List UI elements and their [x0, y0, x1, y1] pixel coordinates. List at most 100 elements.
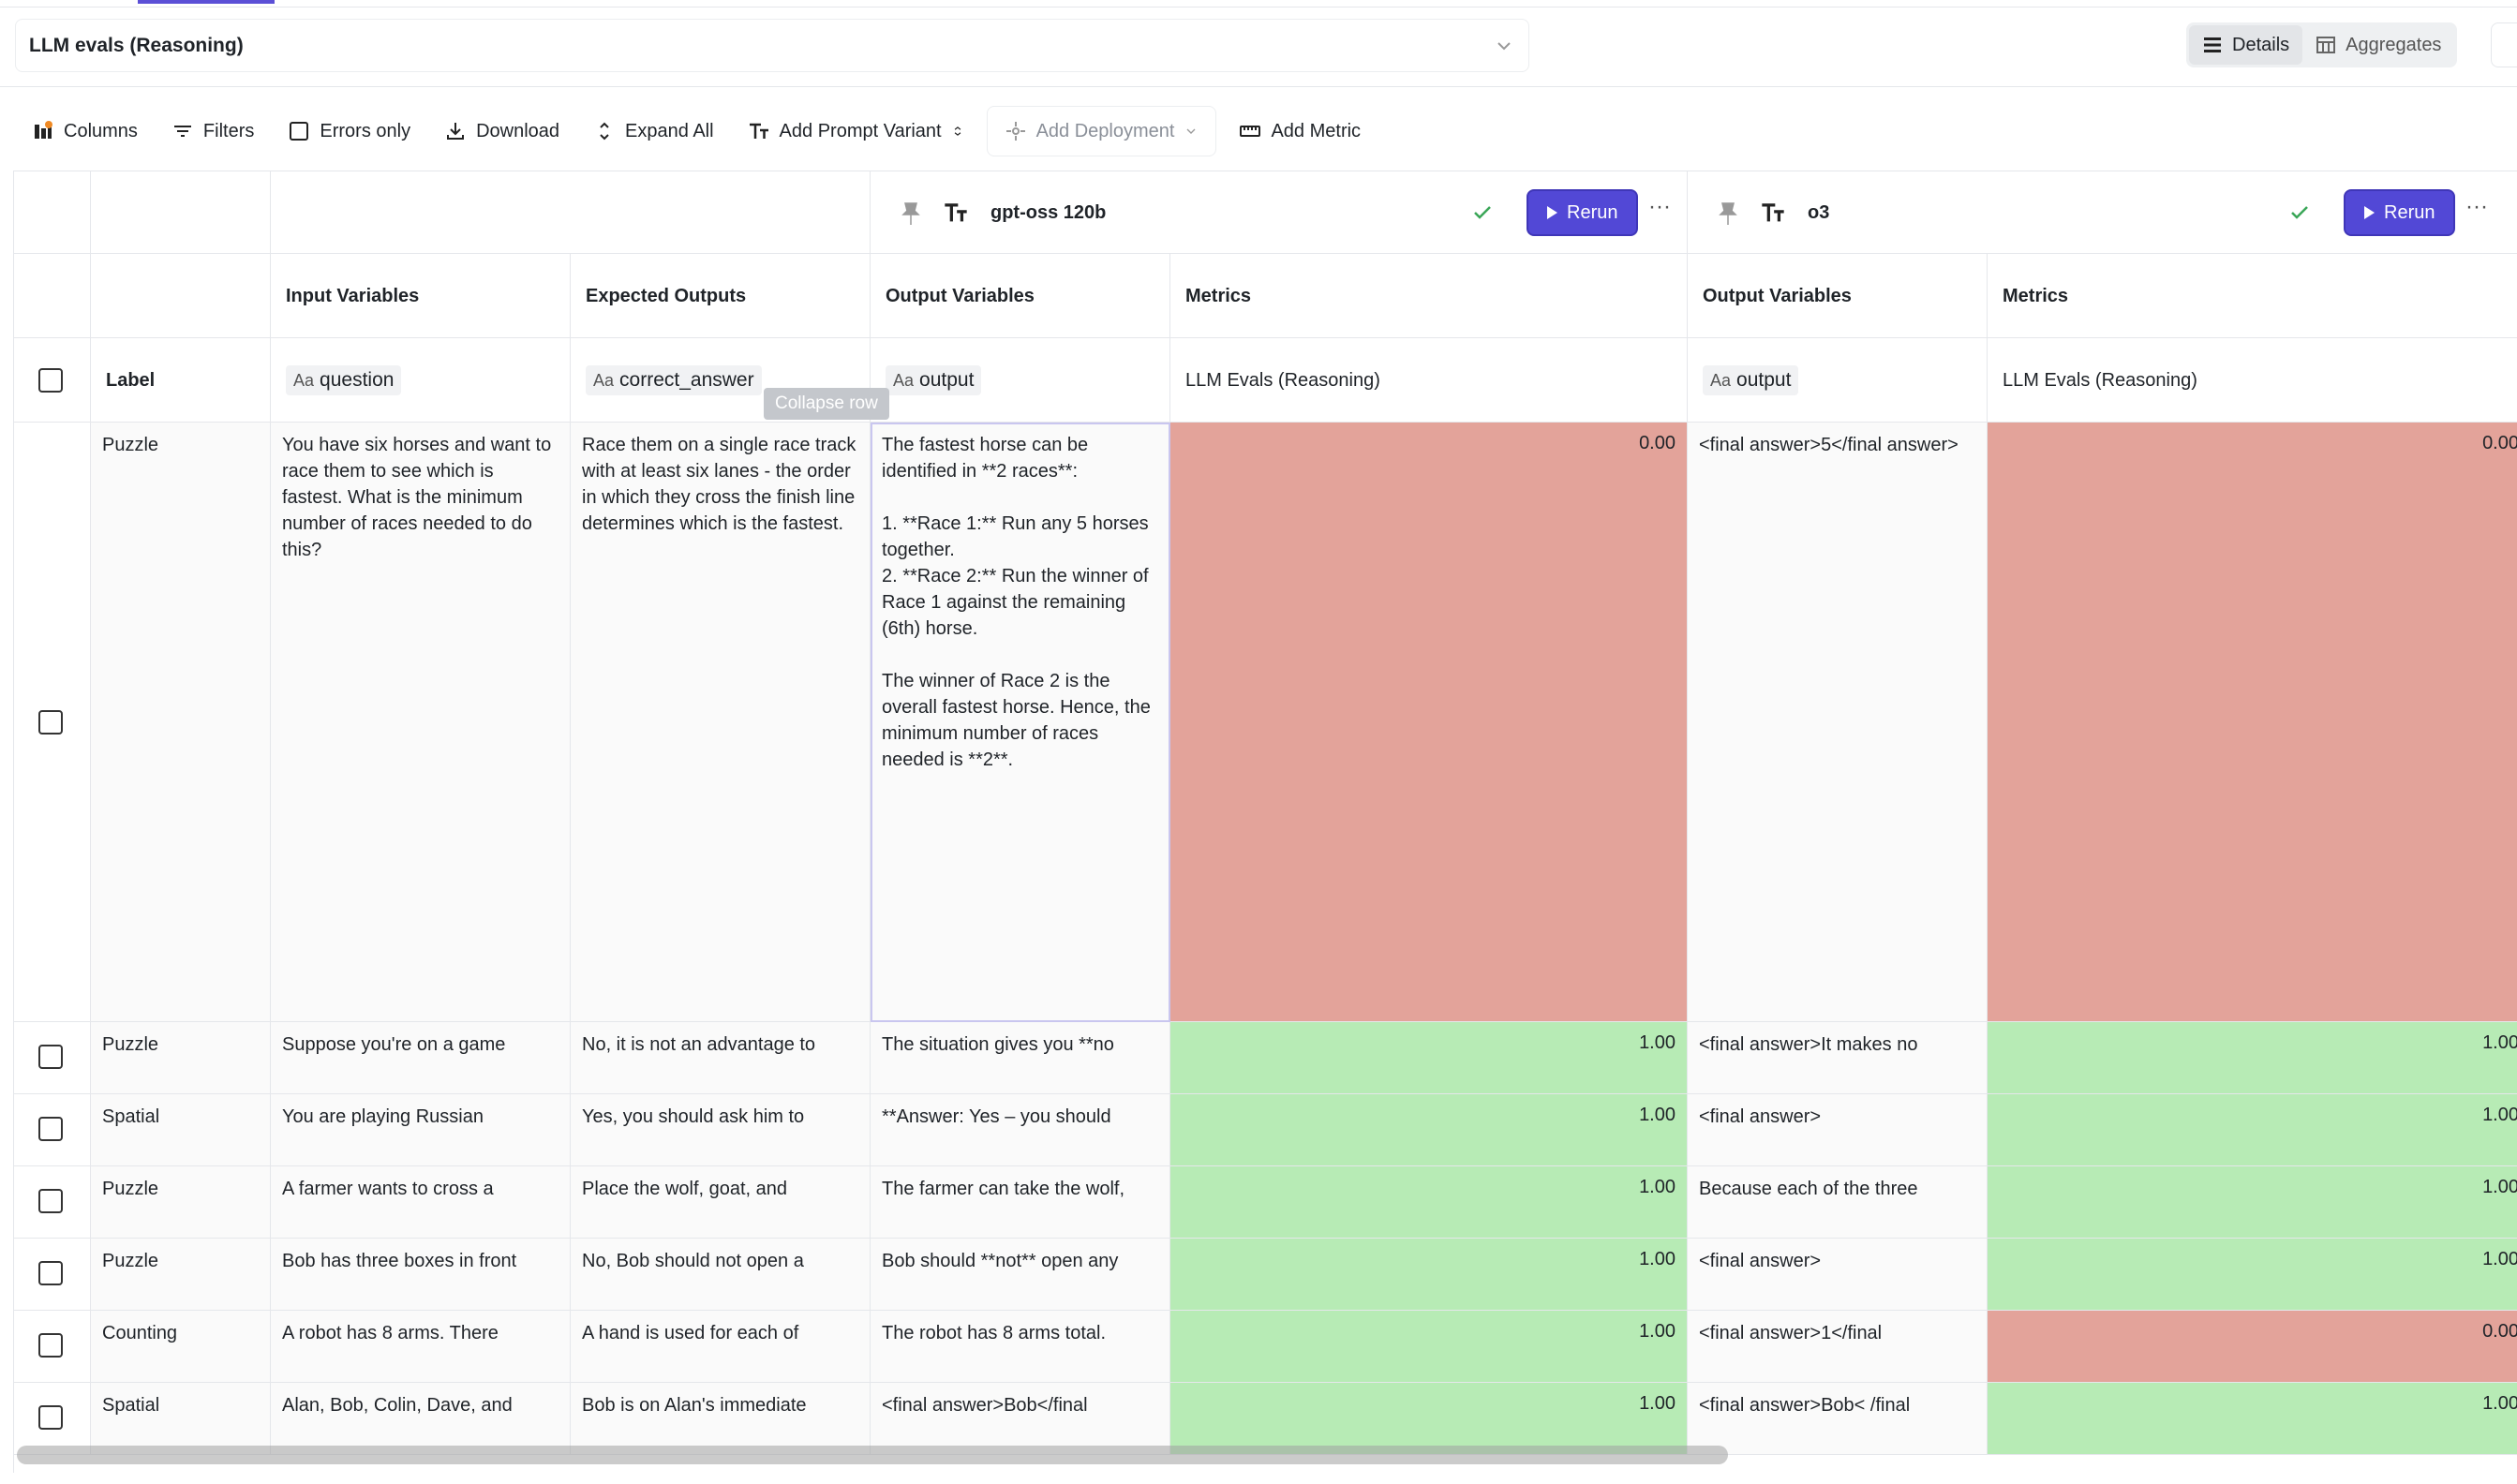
more-icon[interactable]: ···: [2465, 194, 2488, 219]
columns-button[interactable]: Columns: [15, 106, 155, 156]
question-variable-chip: Aa question: [286, 364, 402, 395]
rerun-button[interactable]: Rerun: [2344, 189, 2456, 236]
metric-score-cell: 1.00: [1170, 1311, 1688, 1383]
top-tab-strip: [0, 0, 2517, 7]
row-checkbox[interactable]: [38, 1189, 63, 1213]
expected-output-cell[interactable]: Race them on a single race track with at…: [571, 423, 871, 1022]
pin-icon[interactable]: [1718, 201, 1738, 226]
horizontal-scrollbar[interactable]: [17, 1446, 1728, 1464]
text-size-icon: [749, 123, 768, 139]
collapse-row-tooltip: Collapse row: [764, 388, 889, 420]
output-cell[interactable]: **Answer: Yes – you should: [871, 1094, 1170, 1166]
panel-toggle-button[interactable]: [2491, 22, 2517, 67]
question-cell[interactable]: You are playing Russian: [271, 1094, 571, 1166]
expected-output-cell[interactable]: Place the wolf, goat, and: [571, 1166, 871, 1239]
details-label: Details: [2232, 34, 2290, 55]
expected-output-cell[interactable]: Bob is on Alan's immediate: [571, 1383, 871, 1455]
metric-score-cell: 1.00: [1988, 1094, 2517, 1166]
expected-output-cell[interactable]: Yes, you should ask him to: [571, 1094, 871, 1166]
rerun-button[interactable]: Rerun: [1527, 189, 1639, 236]
question-cell[interactable]: A farmer wants to cross a: [271, 1166, 571, 1239]
details-view-button[interactable]: Details: [2189, 25, 2303, 65]
output-cell[interactable]: <final answer>Bob</final: [871, 1383, 1170, 1455]
active-tab-indicator: [138, 0, 275, 4]
output-variable-chip: Aa output: [886, 364, 982, 395]
pin-icon[interactable]: [901, 201, 921, 226]
row-checkbox[interactable]: [38, 1261, 63, 1285]
expected-output-cell[interactable]: No, Bob should not open a: [571, 1239, 871, 1311]
output-cell[interactable]: <final answer>: [1688, 1094, 1988, 1166]
output-cell[interactable]: The situation gives you **no: [871, 1022, 1170, 1094]
play-icon: [2364, 206, 2375, 219]
expand-all-button[interactable]: Expand All: [576, 106, 731, 156]
aggregates-label: Aggregates: [2346, 34, 2442, 55]
metric-score-cell: 1.00: [1988, 1239, 2517, 1311]
row-select-cell: [14, 1094, 91, 1166]
output-cell[interactable]: Because each of the three: [1688, 1166, 1988, 1239]
page-title: LLM evals (Reasoning): [29, 34, 244, 56]
text-size-icon: [1762, 203, 1784, 222]
variant-name: o3: [1808, 202, 1830, 223]
output-cell[interactable]: The robot has 8 arms total.: [871, 1311, 1170, 1383]
row-select-cell: [14, 423, 91, 1022]
expand-icon: [600, 122, 609, 141]
question-cell[interactable]: A robot has 8 arms. There: [271, 1311, 571, 1383]
rerun-label: Rerun: [1567, 202, 1618, 223]
select-all-cell: [14, 338, 91, 423]
metric-score-cell: 1.00: [1170, 1239, 1688, 1311]
variable-name: output: [1736, 368, 1792, 391]
metric-field-header: LLM Evals (Reasoning): [1170, 338, 1688, 423]
question-cell[interactable]: Bob has three boxes in front: [271, 1239, 571, 1311]
output-field-header: Aa output: [1688, 338, 1988, 423]
updown-icon: [954, 126, 961, 136]
aggregates-view-button[interactable]: Aggregates: [2302, 25, 2454, 65]
question-cell[interactable]: You have six horses and want to race the…: [271, 423, 571, 1022]
add-prompt-variant-label: Add Prompt Variant: [779, 120, 942, 141]
download-icon: [447, 123, 465, 140]
dataset-selector[interactable]: LLM evals (Reasoning): [15, 19, 1529, 72]
add-deployment-button[interactable]: Add Deployment: [986, 106, 1217, 156]
corner-cell: [14, 254, 91, 338]
label-cell: Puzzle: [91, 1166, 271, 1239]
type-icon: Aa: [593, 370, 615, 390]
output-cell[interactable]: The farmer can take the wolf,: [871, 1166, 1170, 1239]
add-metric-label: Add Metric: [1271, 120, 1362, 141]
table-icon: [2316, 37, 2336, 53]
expected-output-cell[interactable]: A hand is used for each of: [571, 1311, 871, 1383]
output-cell[interactable]: <final answer>Bob< /final: [1688, 1383, 1988, 1455]
output-variable-chip: Aa output: [1703, 364, 1799, 395]
row-checkbox[interactable]: [38, 1117, 63, 1141]
add-prompt-variant-button[interactable]: Add Prompt Variant: [731, 106, 981, 156]
row-checkbox[interactable]: [38, 1405, 63, 1430]
more-icon[interactable]: ···: [1648, 194, 1671, 219]
label-cell: Puzzle: [91, 1022, 271, 1094]
output-cell[interactable]: <final answer>5</final answer>: [1688, 423, 1988, 1022]
output-variables-header: Output Variables: [1688, 254, 1988, 338]
filters-button[interactable]: Filters: [155, 106, 271, 156]
output-cell[interactable]: <final answer>It makes no: [1688, 1022, 1988, 1094]
row-checkbox[interactable]: [38, 1333, 63, 1358]
output-cell[interactable]: Bob should **not** open any: [871, 1239, 1170, 1311]
correct-answer-variable-chip: Aa correct_answer: [586, 364, 762, 395]
question-cell[interactable]: Alan, Bob, Colin, Dave, and: [271, 1383, 571, 1455]
output-cell[interactable]: The fastest horse can be identified in *…: [871, 423, 1170, 1022]
select-all-checkbox[interactable]: [38, 368, 63, 393]
metric-score-cell: 1.00: [1988, 1166, 2517, 1239]
output-field-header: Aa output: [871, 338, 1170, 423]
output-cell[interactable]: <final answer>1</final: [1688, 1311, 1988, 1383]
variable-name: output: [919, 368, 975, 391]
row-select-cell: [14, 1166, 91, 1239]
errors-only-toggle[interactable]: Errors only: [271, 106, 427, 156]
add-metric-button[interactable]: Add Metric: [1222, 106, 1378, 156]
expected-output-cell[interactable]: No, it is not an advantage to: [571, 1022, 871, 1094]
output-variables-header: Output Variables: [871, 254, 1170, 338]
row-checkbox[interactable]: [38, 710, 63, 735]
label-cell: Puzzle: [91, 1239, 271, 1311]
download-button[interactable]: Download: [427, 106, 576, 156]
variant-header-1: gpt-oss 120b Rerun ···: [871, 171, 1688, 254]
output-cell[interactable]: <final answer>: [1688, 1239, 1988, 1311]
row-checkbox[interactable]: [38, 1045, 63, 1069]
correct-answer-field-header: Aa correct_answer: [571, 338, 871, 423]
metric-score-cell: 1.00: [1170, 1022, 1688, 1094]
question-cell[interactable]: Suppose you're on a game: [271, 1022, 571, 1094]
